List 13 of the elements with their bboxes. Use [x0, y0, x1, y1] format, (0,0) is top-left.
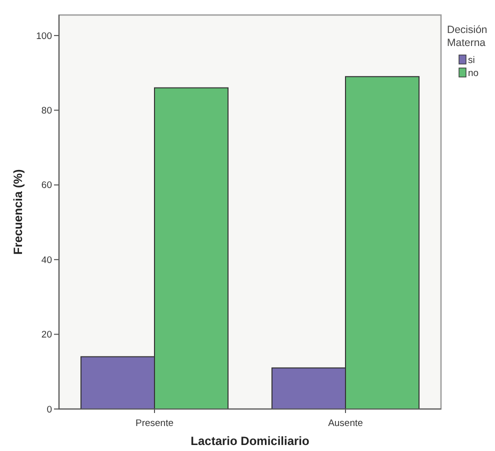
- x-tick-label: Ausente: [328, 418, 363, 429]
- legend-label: si: [468, 55, 475, 66]
- y-tick-label: 20: [41, 330, 52, 341]
- x-tick-label: Presente: [135, 418, 174, 429]
- y-tick-label: 80: [41, 106, 52, 117]
- y-tick-label: 40: [41, 254, 52, 266]
- y-tick-label: 60: [41, 180, 52, 192]
- y-tick-label: 100: [36, 30, 52, 42]
- x-axis-title: Lactario Domiciliario: [190, 434, 310, 448]
- y-tick-label: 0: [46, 404, 52, 416]
- legend-label: no: [468, 68, 479, 79]
- y-axis-title: Frecuencia (%): [11, 169, 25, 255]
- legend-title: Decisión Materna: [447, 24, 488, 49]
